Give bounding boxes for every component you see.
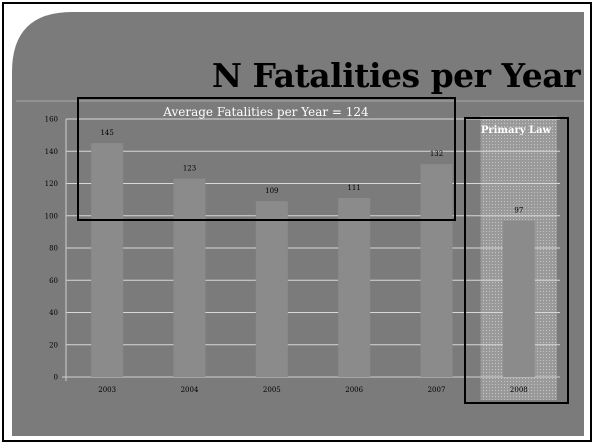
data-label: 145 <box>100 129 113 137</box>
data-label: 111 <box>347 184 360 192</box>
primary-law-label: Primary Law <box>481 125 552 136</box>
y-tick-label: 0 <box>54 374 58 382</box>
y-tick-label: 20 <box>49 341 58 349</box>
y-tick-label: 40 <box>49 309 58 317</box>
data-label: 123 <box>183 165 196 173</box>
y-tick-label: 120 <box>45 180 58 188</box>
data-label: 97 <box>514 207 523 215</box>
x-tick-label: 2007 <box>428 386 446 394</box>
data-label: 109 <box>265 187 278 195</box>
y-tick-label: 100 <box>45 212 58 220</box>
y-tick-label: 160 <box>45 116 58 124</box>
bar <box>255 201 288 377</box>
bar <box>91 143 124 377</box>
x-tick-label: 2006 <box>345 386 363 394</box>
x-tick-label: 2003 <box>98 386 116 394</box>
x-tick-label: 2004 <box>181 386 199 394</box>
average-annotation-box <box>77 97 456 221</box>
bar <box>502 220 535 377</box>
slide-title: N Fatalities per Year <box>211 56 581 95</box>
data-label: 132 <box>430 150 443 158</box>
bar <box>420 164 453 377</box>
bar <box>173 178 206 377</box>
primary-law-box <box>464 117 569 404</box>
x-tick-label: 2008 <box>510 386 528 394</box>
y-tick-label: 140 <box>45 148 58 156</box>
y-tick-label: 80 <box>49 245 58 253</box>
average-annotation-text: Average Fatalities per Year = 124 <box>162 105 369 119</box>
x-tick-label: 2005 <box>263 386 281 394</box>
bar-chart: 0 20 40 60 80 100 120 140 160 145 2003 123 2004 109 20… <box>45 97 569 404</box>
bar <box>338 198 371 377</box>
y-tick-label: 60 <box>49 277 58 285</box>
